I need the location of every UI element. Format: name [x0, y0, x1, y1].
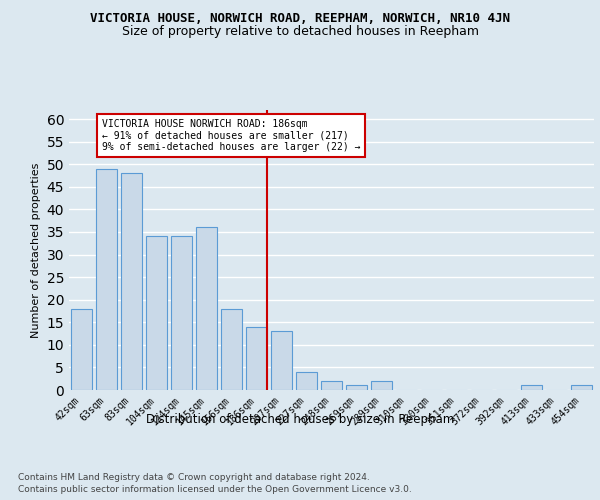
- Text: Contains HM Land Registry data © Crown copyright and database right 2024.: Contains HM Land Registry data © Crown c…: [18, 472, 370, 482]
- Bar: [521, 386, 542, 390]
- Text: Contains public sector information licensed under the Open Government Licence v3: Contains public sector information licen…: [18, 485, 412, 494]
- Text: VICTORIA HOUSE, NORWICH ROAD, REEPHAM, NORWICH, NR10 4JN: VICTORIA HOUSE, NORWICH ROAD, REEPHAM, N…: [90, 12, 510, 26]
- Bar: [196, 228, 217, 390]
- Bar: [271, 332, 292, 390]
- Y-axis label: Number of detached properties: Number of detached properties: [31, 162, 41, 338]
- Bar: [321, 381, 342, 390]
- Bar: [346, 386, 367, 390]
- Bar: [371, 381, 392, 390]
- Bar: [71, 308, 92, 390]
- Text: Size of property relative to detached houses in Reepham: Size of property relative to detached ho…: [121, 25, 479, 38]
- Bar: [571, 386, 592, 390]
- Bar: [96, 168, 117, 390]
- Bar: [221, 308, 242, 390]
- Bar: [171, 236, 192, 390]
- Bar: [296, 372, 317, 390]
- Bar: [246, 327, 267, 390]
- Text: VICTORIA HOUSE NORWICH ROAD: 186sqm
← 91% of detached houses are smaller (217)
9: VICTORIA HOUSE NORWICH ROAD: 186sqm ← 91…: [101, 119, 360, 152]
- Bar: [121, 173, 142, 390]
- Bar: [146, 236, 167, 390]
- Text: Distribution of detached houses by size in Reepham: Distribution of detached houses by size …: [146, 412, 454, 426]
